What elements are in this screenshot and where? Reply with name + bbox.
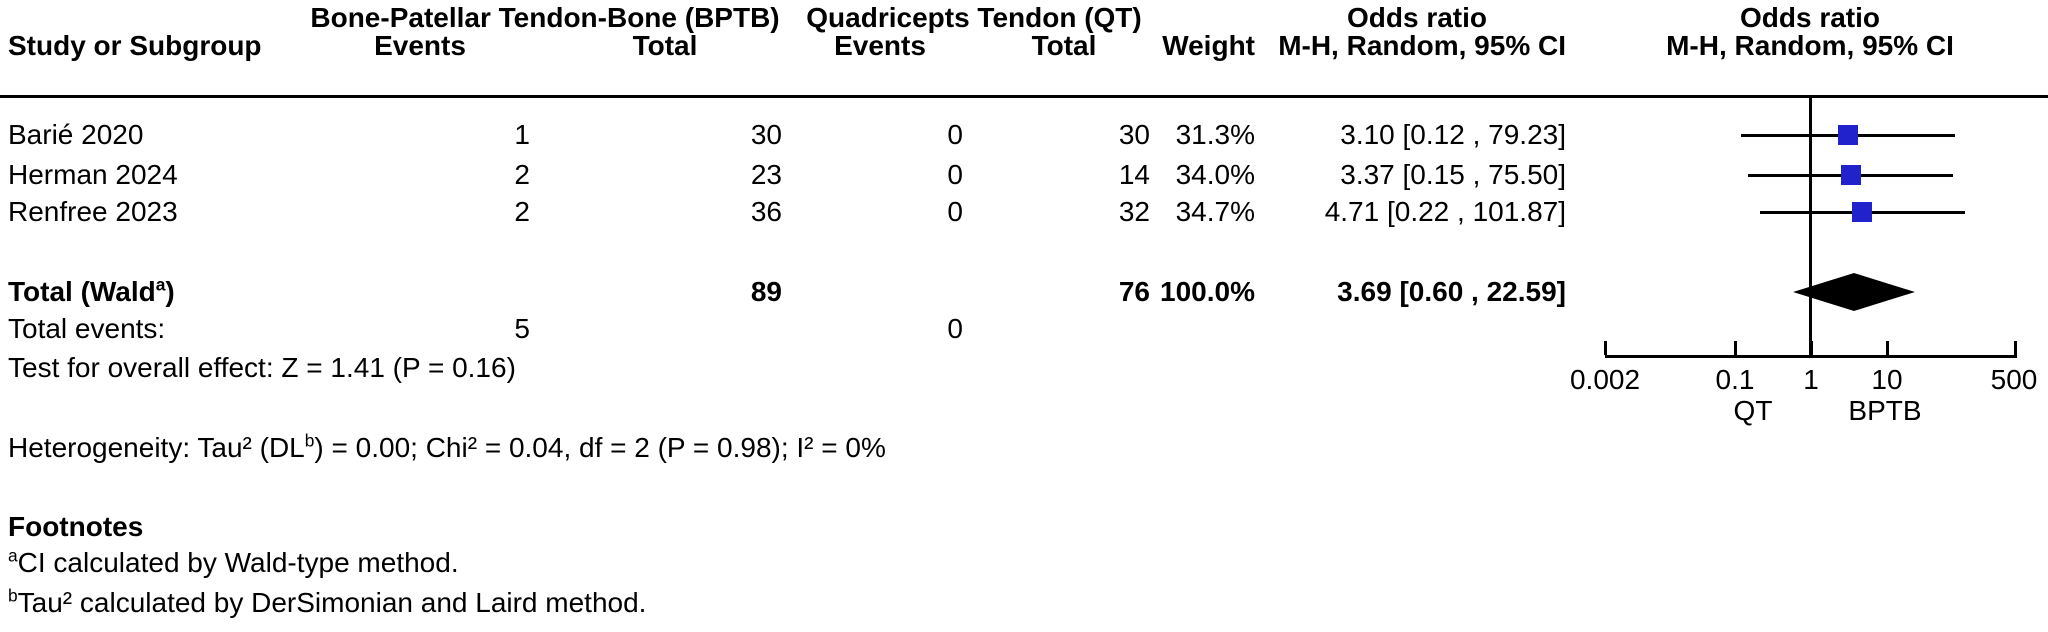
bptb-events-value: 2 <box>514 196 530 227</box>
footnote-marker-b: b <box>304 430 315 451</box>
axis-tick <box>1810 341 1813 355</box>
total-bptb-total: 89 <box>750 276 782 307</box>
col-header-qt-events: Events <box>834 30 926 61</box>
group-header-qt: Quadricepts Tendon (QT) <box>806 2 1142 33</box>
total-qt-total: 76 <box>1118 276 1150 307</box>
odds-ratio-header-right: Odds ratio <box>1739 2 1881 33</box>
col-header-qt-total: Total <box>1031 30 1097 61</box>
study-name: Barié 2020 <box>8 119 144 150</box>
col-header-mh-ci-left: M-H, Random, 95% CI <box>1278 30 1566 61</box>
total-events-qt-value: 0 <box>947 313 963 344</box>
total-events-bptb-value: 5 <box>514 313 530 344</box>
ci-text: 3.10 [0.12 , 79.23] <box>1340 119 1566 150</box>
bptb-events-value: 2 <box>514 159 530 190</box>
odds-ratio-header-left: Odds ratio <box>1346 2 1488 33</box>
axis-tick-label: 1 <box>1803 364 1819 395</box>
total-events-label: Total events: <box>8 313 166 344</box>
favours-left-label: QT <box>1733 395 1773 426</box>
footnote-b-text: Tau² calculated by DerSimonian and Laird… <box>17 587 647 618</box>
footnote-a: aCI calculated by Wald-type method. <box>8 544 459 582</box>
null-effect-line <box>1809 98 1812 355</box>
qt-events-value: 0 <box>947 196 963 227</box>
heterogeneity-text: Heterogeneity: Tau² (DLb) = 0.00; Chi² =… <box>8 429 886 467</box>
bptb-total-value: 36 <box>750 196 782 227</box>
effect-square <box>1852 202 1872 222</box>
axis-tick-label: 500 <box>1990 364 2038 395</box>
footnote-a-marker: a <box>8 545 18 566</box>
weight-value: 34.7% <box>1175 196 1255 227</box>
total-weight: 100.0% <box>1160 276 1255 307</box>
header-divider <box>0 95 2048 98</box>
qt-events-value: 0 <box>947 159 963 190</box>
total-label-main: Total (Wald <box>8 276 156 307</box>
footnote-b: bTau² calculated by DerSimonian and Lair… <box>8 584 646 622</box>
footnote-a-text: CI calculated by Wald-type method. <box>17 547 459 578</box>
bptb-total-value: 30 <box>750 119 782 150</box>
x-axis-line <box>1605 355 2017 358</box>
ci-text: 3.37 [0.15 , 75.50] <box>1340 159 1566 190</box>
bptb-total-value: 23 <box>750 159 782 190</box>
overall-effect-text: Test for overall effect: Z = 1.41 (P = 0… <box>8 352 516 383</box>
favours-right-label: BPTB <box>1848 395 1922 426</box>
ci-text: 4.71 [0.22 , 101.87] <box>1324 196 1566 227</box>
axis-tick-label: 10 <box>1871 364 1903 395</box>
col-header-weight: Weight <box>1162 30 1255 61</box>
bptb-events-value: 1 <box>514 119 530 150</box>
weight-value: 34.0% <box>1175 159 1255 190</box>
group-header-bptb: Bone-Patellar Tendon-Bone (BPTB) <box>310 2 780 33</box>
qt-total-value: 30 <box>1118 119 1150 150</box>
effect-square <box>1841 165 1861 185</box>
total-label-close: ) <box>165 276 175 307</box>
axis-tick-label: 0.1 <box>1715 364 1755 395</box>
footnotes-title: Footnotes <box>8 511 144 542</box>
effect-square <box>1838 125 1858 145</box>
study-name: Renfree 2023 <box>8 196 178 227</box>
footnote-b-marker: b <box>8 585 18 606</box>
heterogeneity-post: ) = 0.00; Chi² = 0.04, df = 2 (P = 0.98)… <box>314 432 886 463</box>
qt-total-value: 14 <box>1118 159 1150 190</box>
footnote-marker-a: a <box>155 274 166 295</box>
qt-total-value: 32 <box>1118 196 1150 227</box>
total-label: Total (Walda) <box>8 273 175 311</box>
axis-tick <box>1604 341 1607 355</box>
heterogeneity-pre: Heterogeneity: Tau² (DL <box>8 432 305 463</box>
axis-tick <box>2014 341 2017 355</box>
qt-events-value: 0 <box>947 119 963 150</box>
axis-tick <box>1734 341 1737 355</box>
axis-tick <box>1886 341 1889 355</box>
summary-diamond <box>1793 273 1915 311</box>
col-header-bptb-events: Events <box>374 30 466 61</box>
study-name: Herman 2024 <box>8 159 178 190</box>
weight-value: 31.3% <box>1175 119 1255 150</box>
col-header-mh-ci-right: M-H, Random, 95% CI <box>1666 30 1954 61</box>
axis-tick-label: 0.002 <box>1569 364 1641 395</box>
col-header-bptb-total: Total <box>632 30 698 61</box>
total-ci-text: 3.69 [0.60 , 22.59] <box>1337 276 1566 307</box>
col-header-study: Study or Subgroup <box>8 30 262 61</box>
